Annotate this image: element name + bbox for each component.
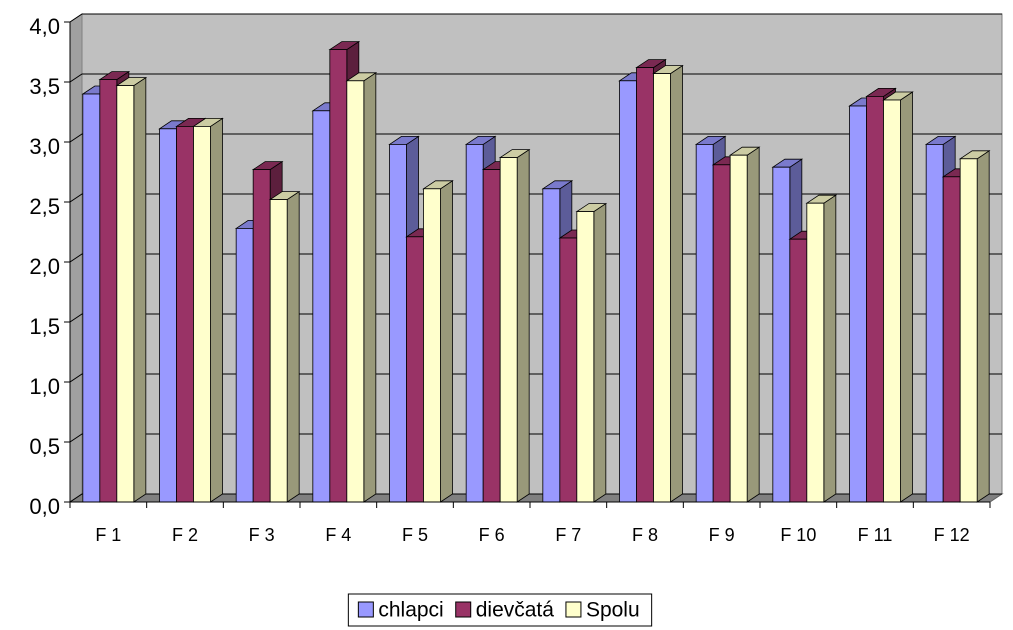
bar-front (82, 93, 101, 503)
bar-front (252, 169, 271, 503)
bar-front (925, 143, 944, 503)
y-tick-label: 0,5 (29, 434, 60, 459)
bar-front (235, 227, 254, 503)
legend-swatch (565, 601, 582, 618)
bar-front (559, 237, 578, 503)
bar-front (729, 154, 748, 503)
y-tick-label: 4,0 (29, 14, 60, 39)
bar-front (772, 166, 791, 503)
legend-label: Spolu (586, 599, 640, 622)
bar-front (619, 80, 637, 503)
y-tick-label: 1,5 (29, 314, 60, 339)
grid-line (69, 493, 1002, 503)
bar-front (499, 157, 518, 503)
legend-box (347, 593, 653, 627)
bar-side (823, 194, 837, 503)
y-tick-label: 2,5 (29, 194, 60, 219)
bar-front (406, 236, 424, 503)
grid-line (69, 73, 1002, 83)
bar-front (636, 67, 654, 503)
bar (268, 190, 301, 503)
x-tick-label: F 1 (95, 525, 121, 545)
x-tick-label: F 10 (780, 525, 816, 545)
grid-line (69, 313, 1002, 323)
bar (652, 64, 684, 503)
bar-front (789, 238, 808, 503)
bar-front (312, 110, 331, 503)
x-tick-label: F 6 (479, 525, 505, 545)
legend-swatch (455, 601, 472, 618)
bar-front (159, 128, 177, 503)
y-tick-label: 2,0 (29, 254, 60, 279)
bar-side (976, 150, 990, 503)
x-tick-label: F 11 (858, 525, 893, 545)
y-tick-label: 3,5 (29, 74, 60, 99)
bar-front (116, 85, 135, 503)
bar-side (440, 180, 453, 503)
bar (115, 76, 148, 503)
bar-front (866, 96, 884, 503)
bar (805, 194, 838, 503)
bar (882, 91, 914, 503)
bar-front (653, 73, 671, 503)
x-tick-label: F 7 (555, 525, 581, 545)
bar (345, 72, 378, 503)
bar-front (99, 79, 118, 503)
bar-front (883, 99, 901, 503)
bar-side (593, 202, 607, 503)
grid-line (69, 193, 1002, 203)
bar-side (363, 72, 377, 503)
x-tick-label: F 4 (325, 525, 351, 545)
x-tick-label: F 3 (249, 525, 275, 545)
bar-front (849, 105, 867, 503)
legend-label: chlapci (378, 599, 443, 622)
bar-front (329, 49, 348, 503)
grid-line (69, 433, 1002, 443)
bar-side (670, 64, 683, 503)
y-tick-label: 1,0 (29, 374, 60, 399)
x-tick-label: F 5 (402, 525, 428, 545)
bar-side (133, 76, 147, 503)
bar-side (746, 146, 760, 503)
legend: chlapci dievčatá Spolu (347, 593, 653, 627)
bar (498, 148, 531, 503)
grid-line (69, 13, 1002, 23)
bar-side (900, 91, 913, 503)
legend-swatch (357, 601, 374, 618)
bar-side (210, 117, 223, 503)
bar (575, 202, 608, 503)
grid-line (69, 133, 1002, 143)
bar-front (269, 199, 288, 503)
x-tick-label: F 9 (709, 525, 735, 545)
bar-front (695, 143, 714, 503)
bar-front (942, 176, 961, 503)
bar-front (806, 202, 825, 503)
bar-front (576, 211, 595, 503)
bar-front (465, 143, 484, 503)
bar-front (482, 169, 501, 503)
bar (958, 150, 991, 503)
bar-front (959, 158, 978, 503)
x-tick-label: F 2 (172, 525, 198, 545)
bar-front (346, 80, 365, 503)
x-tick-label: F 8 (632, 525, 658, 545)
bar-front (389, 143, 407, 503)
bar-front (176, 126, 194, 503)
bar-front (193, 126, 211, 503)
x-tick-label: F 12 (934, 525, 970, 545)
bar (422, 180, 454, 503)
bar-front (423, 188, 441, 503)
bar (728, 146, 761, 503)
bar-front (712, 164, 731, 503)
legend-label: dievčatá (476, 599, 555, 622)
bar-front (542, 188, 561, 503)
y-tick-label: 3,0 (29, 134, 60, 159)
y-tick-label: 0,0 (29, 494, 60, 519)
bar-side (286, 190, 300, 503)
grid-line (69, 253, 1002, 263)
bar-side (516, 148, 530, 503)
grid-line (69, 373, 1002, 383)
bar (192, 117, 224, 503)
